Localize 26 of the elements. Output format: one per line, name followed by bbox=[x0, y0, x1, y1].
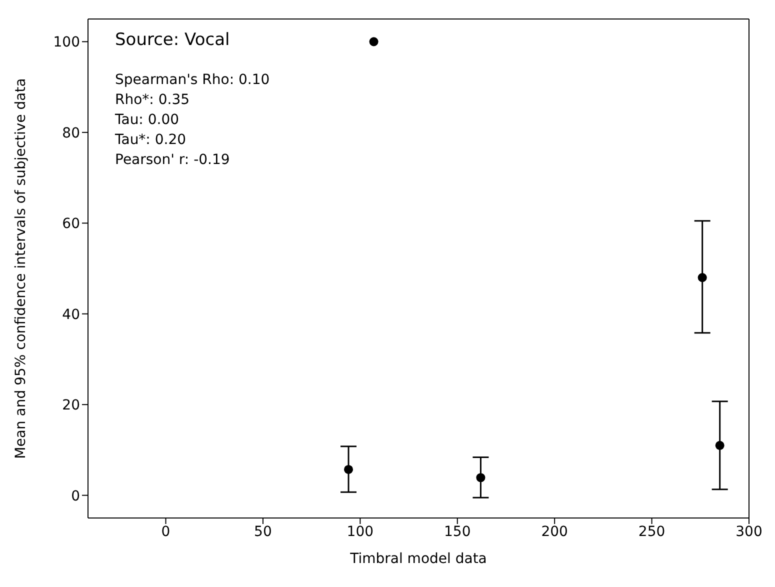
text: Rho*: 0.35 bbox=[115, 92, 190, 108]
y-tick-label: 40 bbox=[62, 306, 80, 323]
text: Spearman's Rho: 0.10 bbox=[115, 72, 270, 88]
point bbox=[715, 440, 724, 450]
text: Tau*: 0.20 bbox=[115, 132, 186, 148]
x-tick-label: 300 bbox=[736, 524, 762, 540]
y-tick-label: 20 bbox=[62, 398, 80, 414]
point bbox=[344, 464, 354, 474]
x-tick-label: 50 bbox=[254, 524, 272, 540]
x-tick-label: 0 bbox=[161, 524, 170, 540]
text: Tau: 0.00 bbox=[115, 112, 180, 128]
x-tick-label: 100 bbox=[346, 524, 374, 540]
x-tick-label: 250 bbox=[638, 524, 666, 540]
x-tick-label: 150 bbox=[444, 524, 471, 540]
point bbox=[369, 37, 378, 46]
point bbox=[698, 273, 707, 282]
y-tick-label: 80 bbox=[62, 125, 80, 142]
y-tick-label: 0 bbox=[71, 488, 80, 504]
x-tick-label: 200 bbox=[541, 524, 568, 540]
y-axis-title: Mean and 95% confidence intervals of subjective data bbox=[12, 78, 29, 459]
y-tick-label: 60 bbox=[62, 216, 80, 232]
text: Pearson' r: -0.19 bbox=[115, 152, 230, 168]
y-tick-label: 100 bbox=[53, 34, 80, 51]
text: Source: Vocal bbox=[115, 30, 230, 50]
point bbox=[476, 473, 486, 482]
x-axis-title: Timbral model data bbox=[349, 551, 487, 567]
